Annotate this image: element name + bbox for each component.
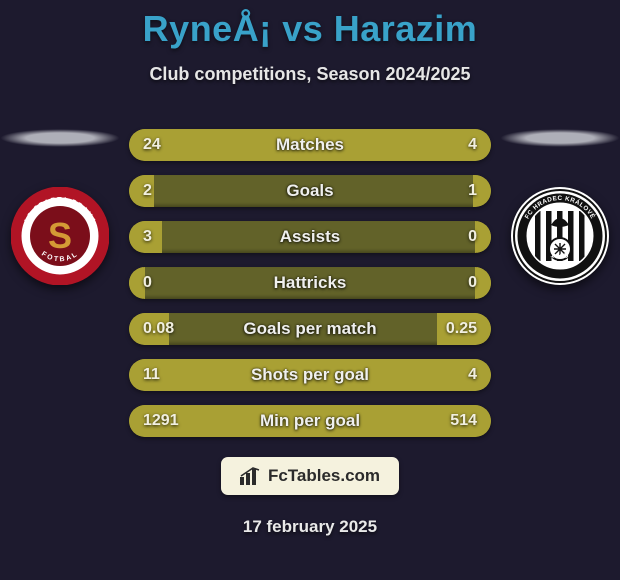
bar-fill-left (129, 359, 433, 391)
bar-cap-left (129, 313, 145, 345)
bar-cap-right (475, 359, 491, 391)
bar-label: Goals (129, 175, 491, 207)
halo-left (0, 129, 120, 147)
bar-cap-right (475, 175, 491, 207)
bar-fill-left (129, 129, 390, 161)
comparison-stage: SAC SPARTA PRAHAFOTBAL FC HRADEC KRÁLOVÉ… (0, 129, 620, 437)
stat-bar-goals: Goals21 (129, 175, 491, 207)
bar-cap-left (129, 221, 145, 253)
bar-label: Hattricks (129, 267, 491, 299)
club-right-badge: FC HRADEC KRÁLOVÉ1905 (511, 187, 609, 285)
bar-cap-right (475, 267, 491, 299)
stat-bar-min-per-goal: Min per goal1291514 (129, 405, 491, 437)
club-right: FC HRADEC KRÁLOVÉ1905 (500, 129, 620, 285)
halo-right (500, 129, 620, 147)
stat-bars: Matches244 Goals21 Assists30 Hattricks00 Goa… (129, 129, 491, 437)
bar-fill-left (129, 405, 368, 437)
chart-icon (240, 467, 262, 485)
bar-fill-right (368, 405, 491, 437)
bar-cap-right (475, 221, 491, 253)
club-left-badge: SAC SPARTA PRAHAFOTBAL (11, 187, 109, 285)
bar-cap-right (475, 129, 491, 161)
stat-bar-goals-per-match: Goals per match0.080.25 (129, 313, 491, 345)
stat-bar-matches: Matches244 (129, 129, 491, 161)
bar-label: Assists (129, 221, 491, 253)
footer-brand-text: FcTables.com (268, 466, 380, 486)
stat-bar-assists: Assists30 (129, 221, 491, 253)
bar-cap-right (475, 405, 491, 437)
bar-cap-left (129, 359, 145, 391)
club-left: SAC SPARTA PRAHAFOTBAL (0, 129, 120, 285)
date-text: 17 february 2025 (0, 517, 620, 537)
stat-bar-shots-per-goal: Shots per goal114 (129, 359, 491, 391)
bar-cap-right (475, 313, 491, 345)
subtitle: Club competitions, Season 2024/2025 (0, 64, 620, 85)
bar-cap-left (129, 129, 145, 161)
bar-cap-left (129, 405, 145, 437)
svg-text:S: S (48, 215, 72, 256)
bar-cap-left (129, 175, 145, 207)
stat-bar-hattricks: Hattricks00 (129, 267, 491, 299)
footer-brand[interactable]: FcTables.com (221, 457, 399, 495)
page-title: RyneÅ¡ vs Harazim (0, 8, 620, 50)
